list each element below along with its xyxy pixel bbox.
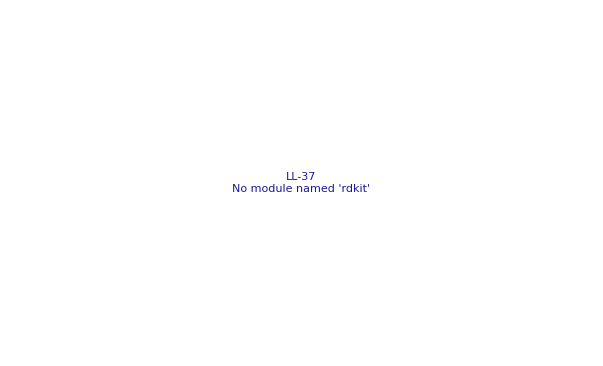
Text: LL-37
No module named 'rdkit': LL-37 No module named 'rdkit' <box>232 172 371 194</box>
